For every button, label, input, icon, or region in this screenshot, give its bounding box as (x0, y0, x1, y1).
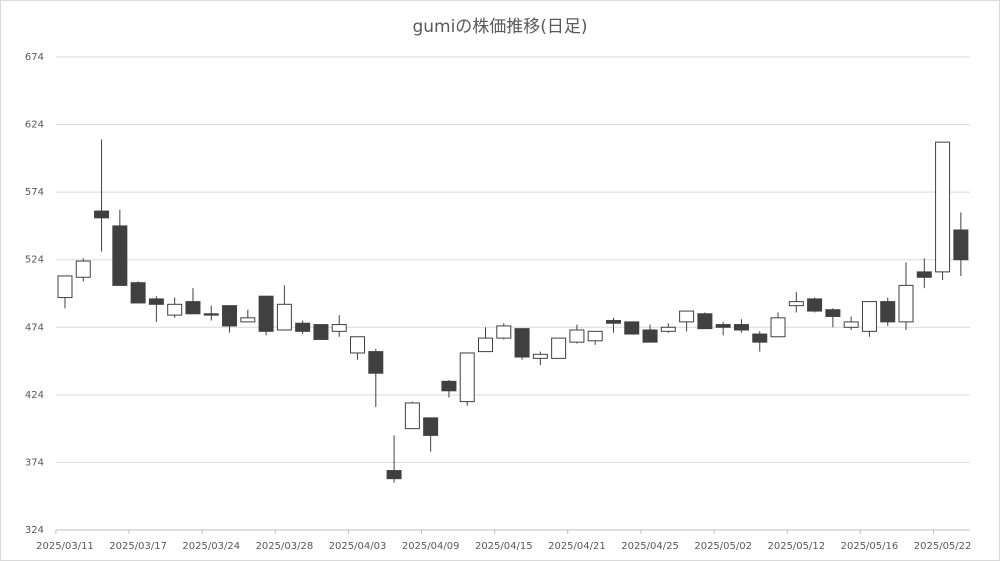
candle-body (569, 329, 585, 343)
candle-body (203, 313, 219, 316)
x-tick-label: 2025/05/22 (914, 541, 972, 552)
candle-body (861, 301, 877, 332)
x-tick-label: 2025/04/03 (329, 541, 387, 552)
candle-body (185, 301, 201, 315)
candle-body (94, 210, 110, 219)
candle-body (605, 320, 621, 324)
y-tick-label: 574 (25, 187, 44, 198)
candle-body (660, 326, 676, 332)
candle-body (404, 402, 420, 430)
candle-body (167, 303, 183, 316)
candle-body (75, 260, 91, 278)
candle-body (843, 321, 859, 328)
candle-body (368, 351, 384, 374)
candle-body (478, 337, 494, 353)
candle-body (514, 328, 530, 358)
candle-body (130, 282, 146, 304)
candle-body (496, 325, 512, 339)
candle-body (295, 322, 311, 332)
chart-title: gumiの株価推移(日足) (412, 17, 587, 37)
y-tick-label: 324 (25, 525, 44, 536)
x-tick-label: 2025/04/09 (402, 541, 460, 552)
candle-body (770, 317, 786, 338)
candle-body (880, 301, 896, 323)
candle-body (258, 295, 274, 332)
x-tick-label: 2025/03/24 (182, 541, 240, 552)
candle-body (807, 298, 823, 312)
candle-body (148, 298, 164, 305)
x-tick-label: 2025/03/28 (256, 541, 314, 552)
candle-body (551, 337, 567, 359)
candle-body (532, 353, 548, 359)
candle-body (898, 284, 914, 323)
candle-body (916, 271, 932, 278)
y-tick-label: 374 (25, 457, 44, 468)
x-tick-label: 2025/03/17 (109, 541, 167, 552)
candle-body (679, 310, 695, 323)
candle-body (423, 417, 439, 436)
candle-body (642, 329, 658, 343)
candle-body (57, 275, 73, 299)
x-tick-label: 2025/04/15 (475, 541, 533, 552)
candle-body (441, 380, 457, 392)
candle-body (350, 336, 366, 354)
y-tick-label: 474 (25, 322, 44, 333)
candle-body (240, 317, 256, 323)
x-tick-label: 2025/04/25 (621, 541, 679, 552)
y-tick-label: 524 (25, 255, 44, 266)
candle-body (459, 352, 475, 403)
candle-body (276, 303, 292, 331)
candle-body (112, 225, 128, 286)
candle-body (222, 305, 238, 327)
y-tick-label: 624 (25, 120, 44, 131)
candle-body (788, 301, 804, 307)
x-tick-label: 2025/05/16 (841, 541, 899, 552)
candle-body (313, 324, 329, 340)
x-tick-label: 2025/05/12 (767, 541, 825, 552)
candle-body (386, 470, 402, 480)
candle-body (715, 324, 731, 328)
candle-body (697, 313, 713, 330)
candle-body (624, 321, 640, 335)
candle-body (733, 324, 749, 331)
x-tick-label: 2025/04/21 (548, 541, 606, 552)
y-tick-label: 674 (25, 52, 44, 63)
candle-body (331, 324, 347, 332)
x-tick-label: 2025/05/02 (694, 541, 752, 552)
candle-body (825, 309, 841, 317)
candle-body (752, 333, 768, 343)
candle-body (935, 141, 951, 273)
candle-body (587, 330, 603, 342)
x-tick-label: 2025/03/11 (36, 541, 94, 552)
y-tick-label: 424 (25, 390, 44, 401)
candle-body (953, 229, 969, 261)
